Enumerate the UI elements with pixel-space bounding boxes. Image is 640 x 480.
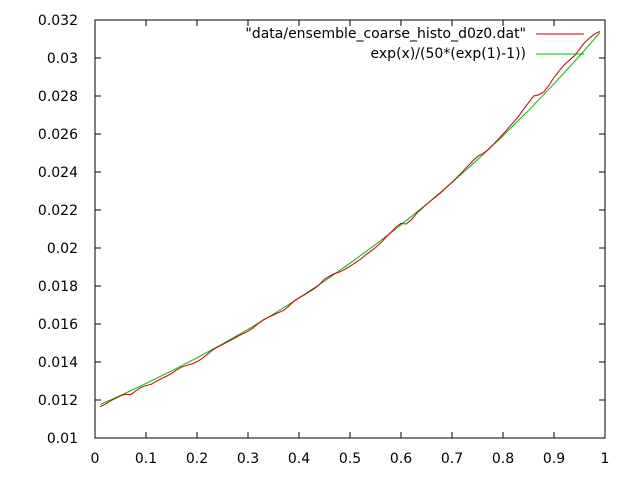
x-tick-label: 0 <box>91 451 100 467</box>
plot-frame <box>94 19 606 439</box>
series-line-1 <box>99 30 601 408</box>
y-tick-label: 0.018 <box>38 279 78 295</box>
x-tick-label: 0.3 <box>237 451 259 467</box>
x-tick-label: 0.9 <box>543 451 565 467</box>
legend-label-series-1: "data/ensemble_coarse_histo_d0z0.dat" <box>245 26 526 42</box>
x-tick-label: 0.4 <box>288 451 310 467</box>
y-tick-label: 0.022 <box>38 203 78 219</box>
y-tick-label: 0.026 <box>38 127 78 143</box>
x-tick-label: 0.2 <box>186 451 208 467</box>
legend-label-series-2: exp(x)/(50*(exp(1)-1)) <box>371 46 526 62</box>
x-tick-label: 0.7 <box>441 451 463 467</box>
x-tick-label: 0.6 <box>390 451 412 467</box>
y-tick-label: 0.016 <box>38 317 78 333</box>
x-tick-label: 0.8 <box>492 451 514 467</box>
y-tick-label: 0.014 <box>38 355 78 371</box>
y-tick-label: 0.01 <box>47 431 78 447</box>
x-tick-label: 1 <box>601 451 610 467</box>
y-tick-label: 0.012 <box>38 393 78 409</box>
y-tick-label: 0.03 <box>47 51 78 67</box>
series-line-2 <box>99 32 601 406</box>
y-tick-label: 0.032 <box>38 13 78 29</box>
y-tick-label: 0.028 <box>38 89 78 105</box>
series-lines <box>99 30 601 408</box>
legend: "data/ensemble_coarse_histo_d0z0.dat" ex… <box>245 26 584 62</box>
y-tick-label: 0.024 <box>38 165 78 181</box>
y-tick-label: 0.02 <box>47 241 78 257</box>
x-tick-label: 0.5 <box>339 451 361 467</box>
axis-ticks: 0 0.1 0.2 0.3 0.4 0.5 0.6 0.7 0.8 0.9 1 0.01 0.012 0.… <box>38 13 610 467</box>
x-tick-label: 0.1 <box>135 451 157 467</box>
